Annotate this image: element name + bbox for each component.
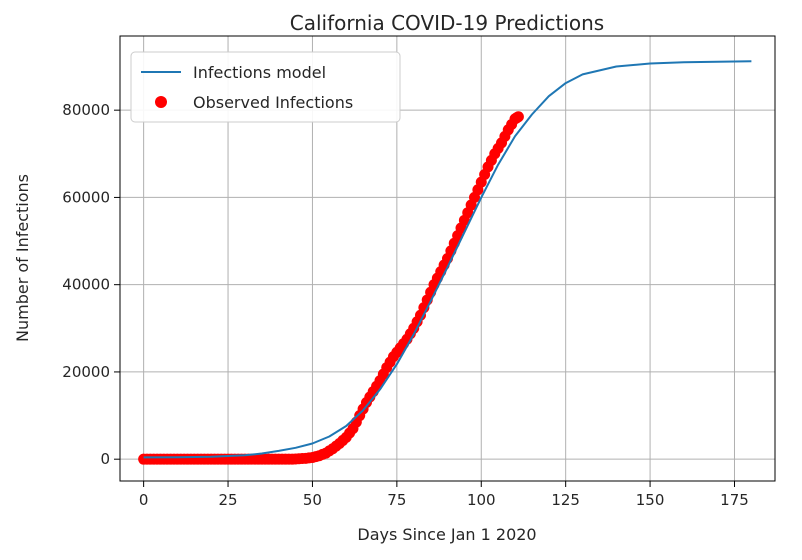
- x-tick-label-3: 75: [387, 491, 406, 509]
- x-tick-label-1: 25: [218, 491, 237, 509]
- x-tick-label-7: 175: [720, 491, 749, 509]
- observed-point-56: [512, 111, 524, 123]
- x-tick-label-0: 0: [139, 491, 149, 509]
- x-tick-label-2: 50: [303, 491, 322, 509]
- chart-title: California COVID-19 Predictions: [290, 11, 604, 35]
- x-axis-label: Days Since Jan 1 2020: [357, 525, 536, 544]
- legend-box: [130, 51, 401, 123]
- model-line: [143, 60, 752, 459]
- y-tick-label-2: 40000: [62, 276, 110, 294]
- axes: 0 25 50 75 100 125 150 175 0 20000 40000 60000 80000: [62, 101, 749, 509]
- x-tick-label-5: 125: [551, 491, 580, 509]
- y-tick-label-4: 80000: [62, 101, 110, 119]
- y-tick-label-1: 20000: [62, 363, 110, 381]
- legend-label-observed: Observed Infections: [193, 93, 353, 112]
- legend: Infections model Observed Infections: [130, 51, 401, 123]
- y-tick-label-0: 0: [100, 450, 110, 468]
- series-layer: [138, 60, 752, 465]
- y-tick-label-3: 60000: [62, 188, 110, 206]
- observed-series: [138, 111, 524, 465]
- legend-dot-swatch: [155, 96, 167, 108]
- x-tick-label-6: 150: [636, 491, 665, 509]
- plot-frame: [119, 35, 776, 482]
- legend-label-model: Infections model: [193, 63, 326, 82]
- y-axis-label: Number of Infections: [13, 174, 32, 342]
- x-tick-label-4: 100: [467, 491, 496, 509]
